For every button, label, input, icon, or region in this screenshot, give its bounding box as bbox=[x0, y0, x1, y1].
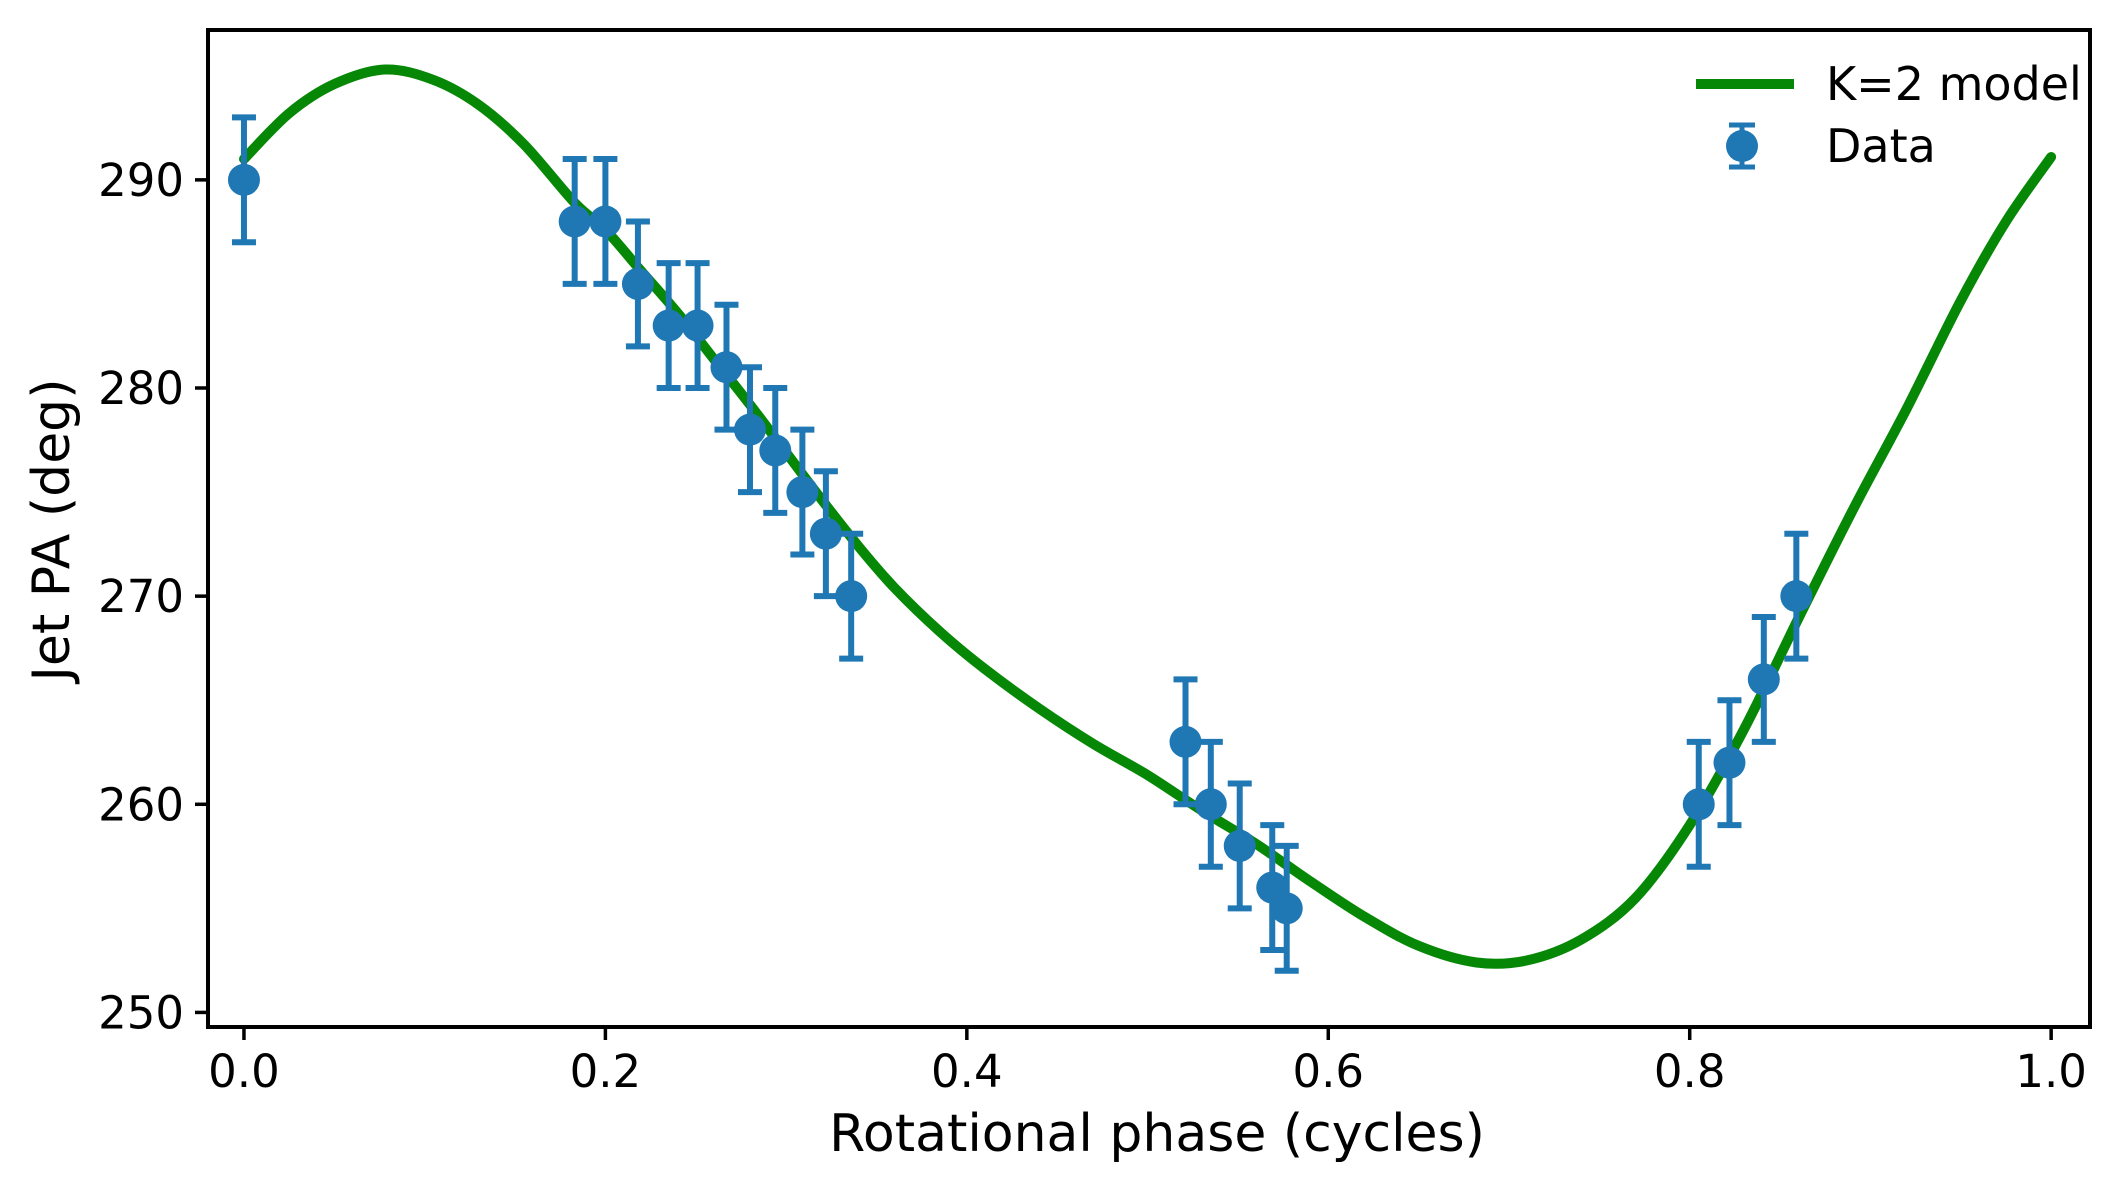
x-tick-label: 0.0 bbox=[208, 1045, 280, 1098]
x-tick-label: 0.6 bbox=[1292, 1045, 1364, 1098]
y-tick-label: 260 bbox=[98, 778, 184, 831]
data-point bbox=[652, 309, 685, 342]
data-marker-sample bbox=[1726, 122, 1758, 170]
data-point bbox=[1169, 725, 1202, 758]
y-tick-label: 280 bbox=[98, 362, 184, 415]
x-tick-label: 0.2 bbox=[570, 1045, 642, 1098]
data-point bbox=[1223, 829, 1256, 862]
y-tick-label: 290 bbox=[98, 154, 184, 207]
y-tick-label: 250 bbox=[98, 986, 184, 1039]
data-point bbox=[589, 205, 622, 238]
x-tick-label: 0.4 bbox=[931, 1045, 1003, 1098]
data-point bbox=[809, 517, 842, 550]
data-point bbox=[227, 163, 260, 196]
data-point bbox=[621, 267, 654, 300]
data-point bbox=[733, 413, 766, 446]
legend-entry-model: K=2 model bbox=[1690, 54, 2082, 114]
model-line-sample bbox=[1696, 79, 1794, 89]
model-curve bbox=[239, 64, 2057, 969]
legend-marker-icon bbox=[1726, 130, 1758, 162]
data-point bbox=[786, 476, 819, 509]
data-point bbox=[835, 580, 868, 613]
legend-entry-data: Data bbox=[1690, 116, 2082, 176]
y-tick-label: 270 bbox=[98, 570, 184, 623]
data-point bbox=[681, 309, 714, 342]
data-point bbox=[1194, 788, 1227, 821]
data-point bbox=[1270, 892, 1303, 925]
x-tick-label: 0.8 bbox=[1654, 1045, 1726, 1098]
data-point bbox=[1713, 746, 1746, 779]
data-point bbox=[1682, 788, 1715, 821]
x-tick-label: 1.0 bbox=[2015, 1045, 2087, 1098]
y-axis-label: Jet PA (deg) bbox=[22, 378, 82, 682]
legend-label-model: K=2 model bbox=[1826, 57, 2082, 111]
legend-label-data: Data bbox=[1826, 119, 1936, 173]
x-axis-label: Rotational phase (cycles) bbox=[829, 1104, 1485, 1164]
legend: K=2 model Data bbox=[1690, 54, 2082, 176]
data-point bbox=[1747, 663, 1780, 696]
data-point bbox=[710, 351, 743, 384]
data-point bbox=[558, 205, 591, 238]
data-point bbox=[759, 434, 792, 467]
axes-frame bbox=[206, 28, 2092, 1029]
data-point bbox=[1780, 580, 1813, 613]
